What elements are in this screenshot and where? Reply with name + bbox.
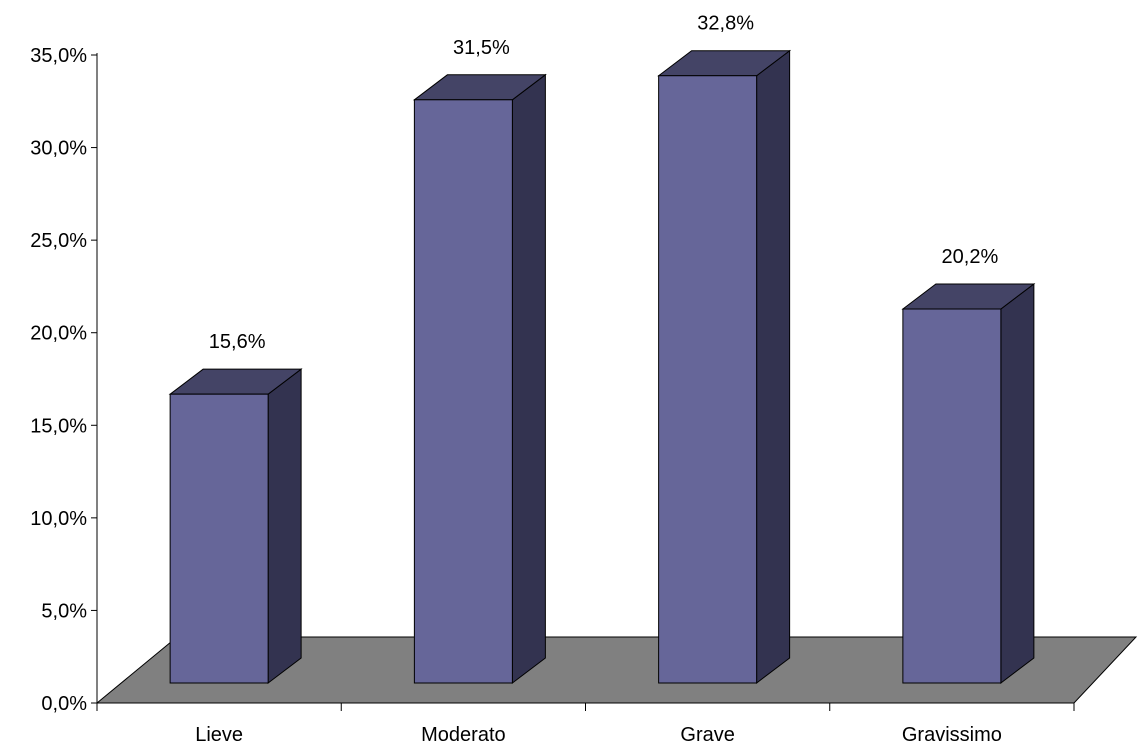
y-tick-label: 15,0%: [30, 415, 87, 437]
y-tick-label: 0,0%: [41, 693, 87, 715]
data-label: 31,5%: [453, 37, 510, 59]
bar-front: [169, 393, 269, 684]
bar: [901, 283, 1036, 685]
bar-front: [413, 99, 513, 684]
bar: [657, 49, 792, 685]
data-label: 32,8%: [697, 13, 754, 35]
y-tick-label: 30,0%: [30, 138, 87, 160]
bar-side: [1000, 283, 1035, 685]
data-label: 20,2%: [942, 246, 999, 268]
bar-front: [658, 75, 758, 684]
x-tick-label: Grave: [680, 724, 734, 746]
x-tick-label: Moderato: [421, 724, 506, 746]
bar: [412, 73, 547, 685]
bar: [168, 368, 303, 685]
y-tick-label: 25,0%: [30, 230, 87, 252]
y-tick-label: 5,0%: [41, 600, 87, 622]
y-tick-label: 20,0%: [30, 323, 87, 345]
bar-side: [511, 73, 546, 685]
y-tick-label: 10,0%: [30, 508, 87, 530]
x-tick-label: Lieve: [195, 724, 243, 746]
data-label: 15,6%: [209, 331, 266, 353]
bar-front: [902, 308, 1002, 684]
y-tick-label: 35,0%: [30, 45, 87, 67]
x-tick-label: Gravissimo: [902, 724, 1002, 746]
bar-side: [267, 368, 302, 685]
bar-side: [756, 49, 791, 685]
